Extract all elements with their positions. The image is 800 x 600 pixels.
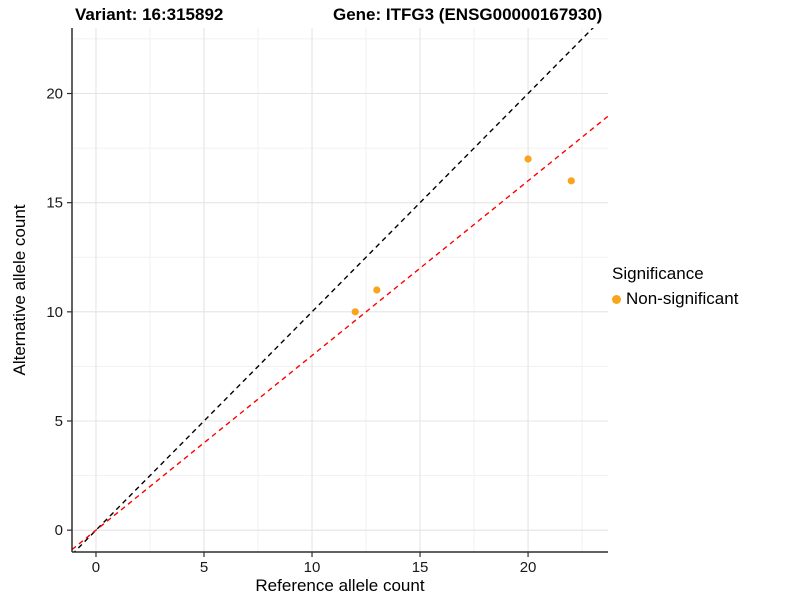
x-axis-title: Reference allele count xyxy=(255,576,425,595)
legend-entry: Non-significant xyxy=(612,289,738,309)
data-point xyxy=(524,155,532,163)
x-tick-label: 0 xyxy=(92,559,100,576)
data-point xyxy=(373,286,381,294)
plot-title-gene: Gene: ITFG3 (ENSG00000167930) xyxy=(333,5,603,24)
y-axis-title: Alternative allele count xyxy=(10,204,29,376)
x-tick-label: 15 xyxy=(412,559,429,576)
legend: Significance Non-significant xyxy=(612,264,738,309)
data-point xyxy=(351,308,359,316)
plot-title-variant: Variant: 16:315892 xyxy=(75,5,224,24)
identity-line xyxy=(73,28,594,552)
legend-title: Significance xyxy=(612,264,704,283)
y-tick-label: 15 xyxy=(46,195,63,212)
x-tick-label: 20 xyxy=(520,559,537,576)
legend-entry-label: Non-significant xyxy=(626,289,739,308)
y-tick-label: 0 xyxy=(55,522,63,539)
y-tick-label: 5 xyxy=(55,413,63,430)
y-tick-label: 10 xyxy=(46,304,63,321)
legend-point-icon xyxy=(612,294,621,304)
x-tick-label: 5 xyxy=(200,559,208,576)
x-tick-label: 10 xyxy=(304,559,321,576)
data-point xyxy=(567,177,575,185)
expected-ratio-line xyxy=(72,115,608,551)
y-tick-label: 20 xyxy=(46,86,63,103)
